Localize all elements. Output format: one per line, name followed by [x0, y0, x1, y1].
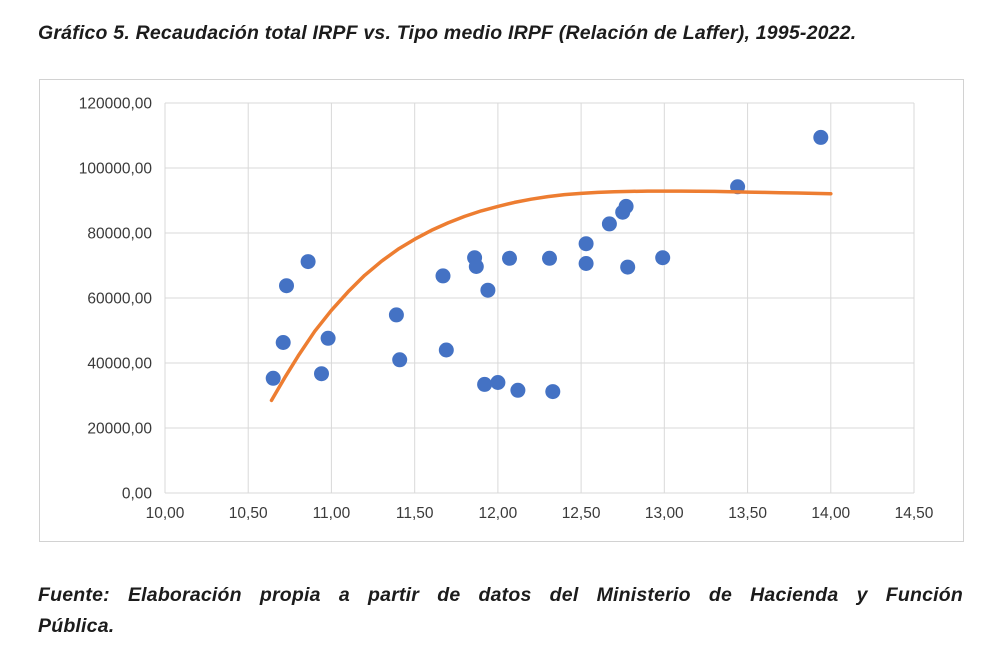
x-tick-label: 12,50	[562, 505, 601, 522]
data-point	[545, 384, 561, 400]
data-point	[578, 256, 594, 271]
x-tick-label: 13,00	[645, 505, 684, 522]
data-point	[314, 366, 329, 382]
data-point	[320, 330, 336, 346]
x-tick-label: 10,50	[229, 505, 268, 522]
x-tick-label: 12,00	[479, 505, 518, 522]
y-tick-label: 40000,00	[87, 356, 152, 373]
y-tick-label: 20000,00	[87, 421, 152, 438]
x-tick-label: 11,00	[313, 505, 351, 522]
data-point	[502, 250, 517, 266]
data-point	[275, 335, 291, 350]
chart-frame: 0,00 20000,00 40000,00 60000,00 80000,00 1000…	[39, 79, 964, 542]
data-point	[438, 342, 454, 358]
x-tick-label: 10,00	[146, 505, 185, 522]
data-point	[435, 268, 451, 284]
data-point	[265, 370, 281, 386]
data-point	[620, 259, 636, 275]
data-point	[388, 307, 404, 323]
data-point	[468, 259, 484, 274]
trend-line	[269, 189, 833, 403]
x-tick-label: 13,50	[728, 505, 767, 522]
data-point	[300, 254, 316, 270]
data-point	[618, 198, 634, 214]
data-point	[542, 250, 557, 266]
data-point	[601, 216, 617, 232]
y-tick-label: 120000,00	[79, 96, 153, 113]
x-tick-label: 14,00	[811, 505, 850, 522]
data-point	[392, 352, 408, 368]
y-tick-label: 100000,00	[79, 161, 153, 178]
source-note: Fuente: Elaboración propia a partir de d…	[38, 580, 963, 642]
data-point	[477, 376, 493, 392]
x-tick-label: 14,50	[895, 505, 934, 522]
data-point	[813, 129, 829, 145]
data-point	[480, 282, 496, 298]
y-tick-label: 0,00	[122, 486, 153, 503]
x-tick-label: 11,50	[396, 505, 434, 522]
y-tick-label: 80000,00	[87, 226, 152, 243]
laffer-scatter-chart: 0,00 20000,00 40000,00 60000,00 80000,00 1000…	[79, 96, 934, 523]
data-point	[510, 382, 526, 398]
y-tick-label: 60000,00	[87, 291, 152, 308]
figure-caption: Gráfico 5. Recaudación total IRPF vs. Ti…	[38, 22, 857, 44]
data-point	[655, 250, 671, 266]
data-point	[490, 375, 506, 390]
data-point	[578, 236, 594, 252]
source-note-line2: Pública.	[38, 615, 115, 637]
source-note-line1: Fuente: Elaboración propia a partir de d…	[38, 584, 963, 606]
data-point	[279, 278, 294, 294]
